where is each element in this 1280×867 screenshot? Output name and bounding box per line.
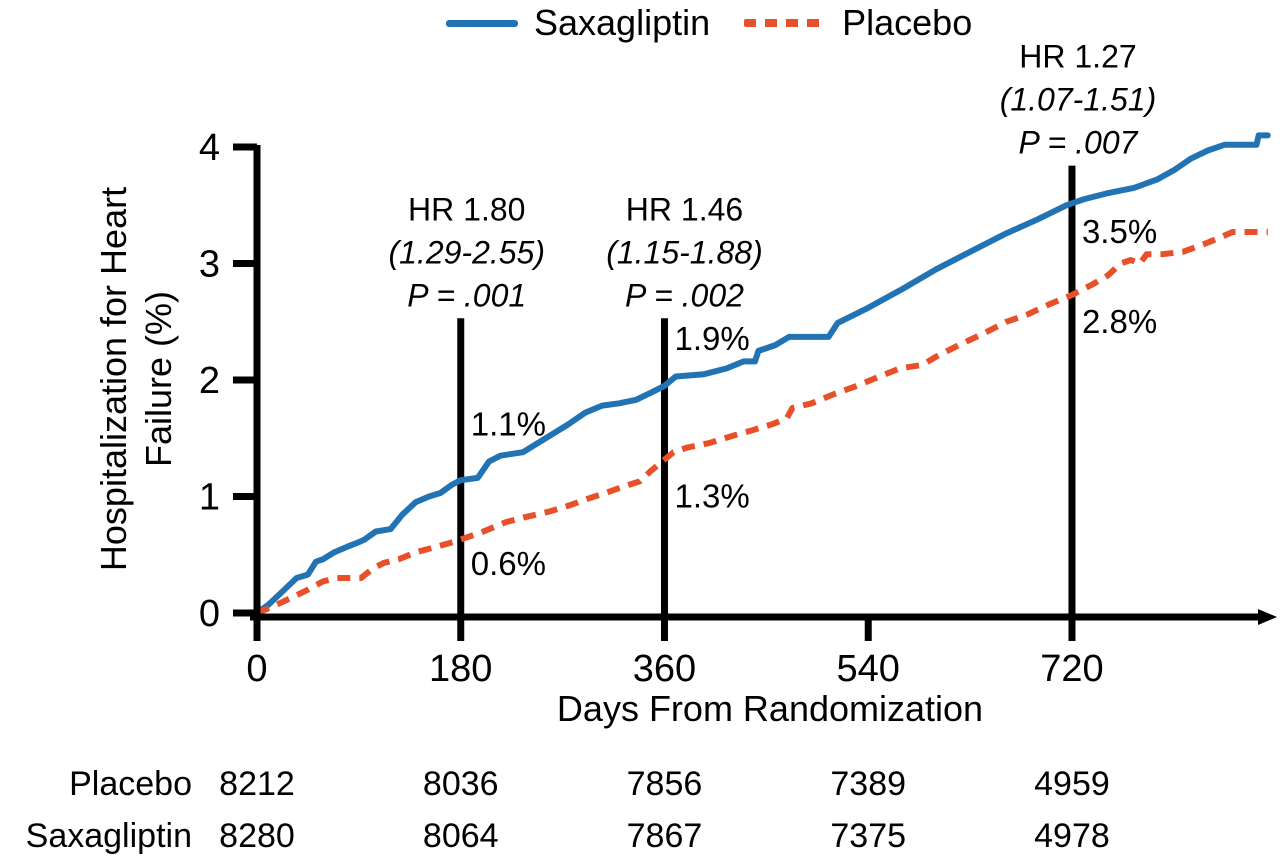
placebo-rate-label-day-360: 1.3% bbox=[674, 478, 749, 515]
hr-label-day-720: HR 1.27 bbox=[1019, 39, 1136, 75]
legend-label-placebo: Placebo bbox=[842, 2, 973, 43]
ci-label-day-720: (1.07-1.51) bbox=[1000, 82, 1157, 118]
hr-label-day-180: HR 1.80 bbox=[408, 191, 525, 227]
y-axis-title-line1: Hospitalization for Heart bbox=[93, 186, 134, 572]
saxagliptin-curve bbox=[254, 132, 1271, 616]
p-value-label-day-360: P = .002 bbox=[625, 277, 744, 313]
x-tick-label-540: 540 bbox=[837, 648, 900, 690]
x-tick-label-360: 360 bbox=[633, 648, 696, 690]
dashed-line-swatch-icon bbox=[744, 19, 827, 27]
p-value-label-day-180: P = .001 bbox=[407, 277, 526, 313]
solid-line-swatch-icon bbox=[446, 19, 518, 27]
x-tick-label-180: 180 bbox=[429, 648, 492, 690]
placebo-curve bbox=[255, 229, 1268, 616]
chart-legend: Saxagliptin Placebo bbox=[446, 2, 972, 44]
legend-label-saxagliptin: Saxagliptin bbox=[534, 2, 711, 43]
y-axis-title-line2: Failure (%) bbox=[138, 290, 179, 468]
y-tick-label-1: 1 bbox=[199, 477, 220, 519]
saxagliptin-rate-label-day-720: 3.5% bbox=[1082, 213, 1157, 250]
y-tick-label-4: 4 bbox=[199, 127, 220, 169]
ci-label-day-180: (1.29-2.55) bbox=[388, 234, 545, 270]
ci-label-day-360: (1.15-1.88) bbox=[606, 234, 763, 270]
x-tick-label-720: 720 bbox=[1040, 648, 1103, 690]
y-tick-label-3: 3 bbox=[199, 244, 220, 286]
legend-item-saxagliptin: Saxagliptin bbox=[446, 2, 710, 44]
p-value-label-day-720: P = .007 bbox=[1019, 125, 1139, 161]
y-axis-title: Hospitalization for Heart Failure (%) bbox=[91, 109, 181, 649]
hr-label-day-360: HR 1.46 bbox=[626, 191, 743, 227]
x-tick-label-0: 0 bbox=[246, 648, 267, 690]
saxagliptin-rate-label-day-180: 1.1% bbox=[471, 405, 546, 442]
placebo-rate-label-day-180: 0.6% bbox=[471, 545, 546, 582]
saxagliptin-rate-label-day-360: 1.9% bbox=[674, 320, 749, 357]
y-tick-label-0: 0 bbox=[199, 593, 220, 635]
placebo-rate-label-day-720: 2.8% bbox=[1082, 303, 1157, 340]
y-tick-label-2: 2 bbox=[199, 360, 220, 402]
legend-item-placebo: Placebo bbox=[744, 2, 972, 44]
x-axis-title: Days From Randomization bbox=[556, 688, 984, 729]
x-axis-arrow-icon bbox=[1258, 609, 1277, 625]
